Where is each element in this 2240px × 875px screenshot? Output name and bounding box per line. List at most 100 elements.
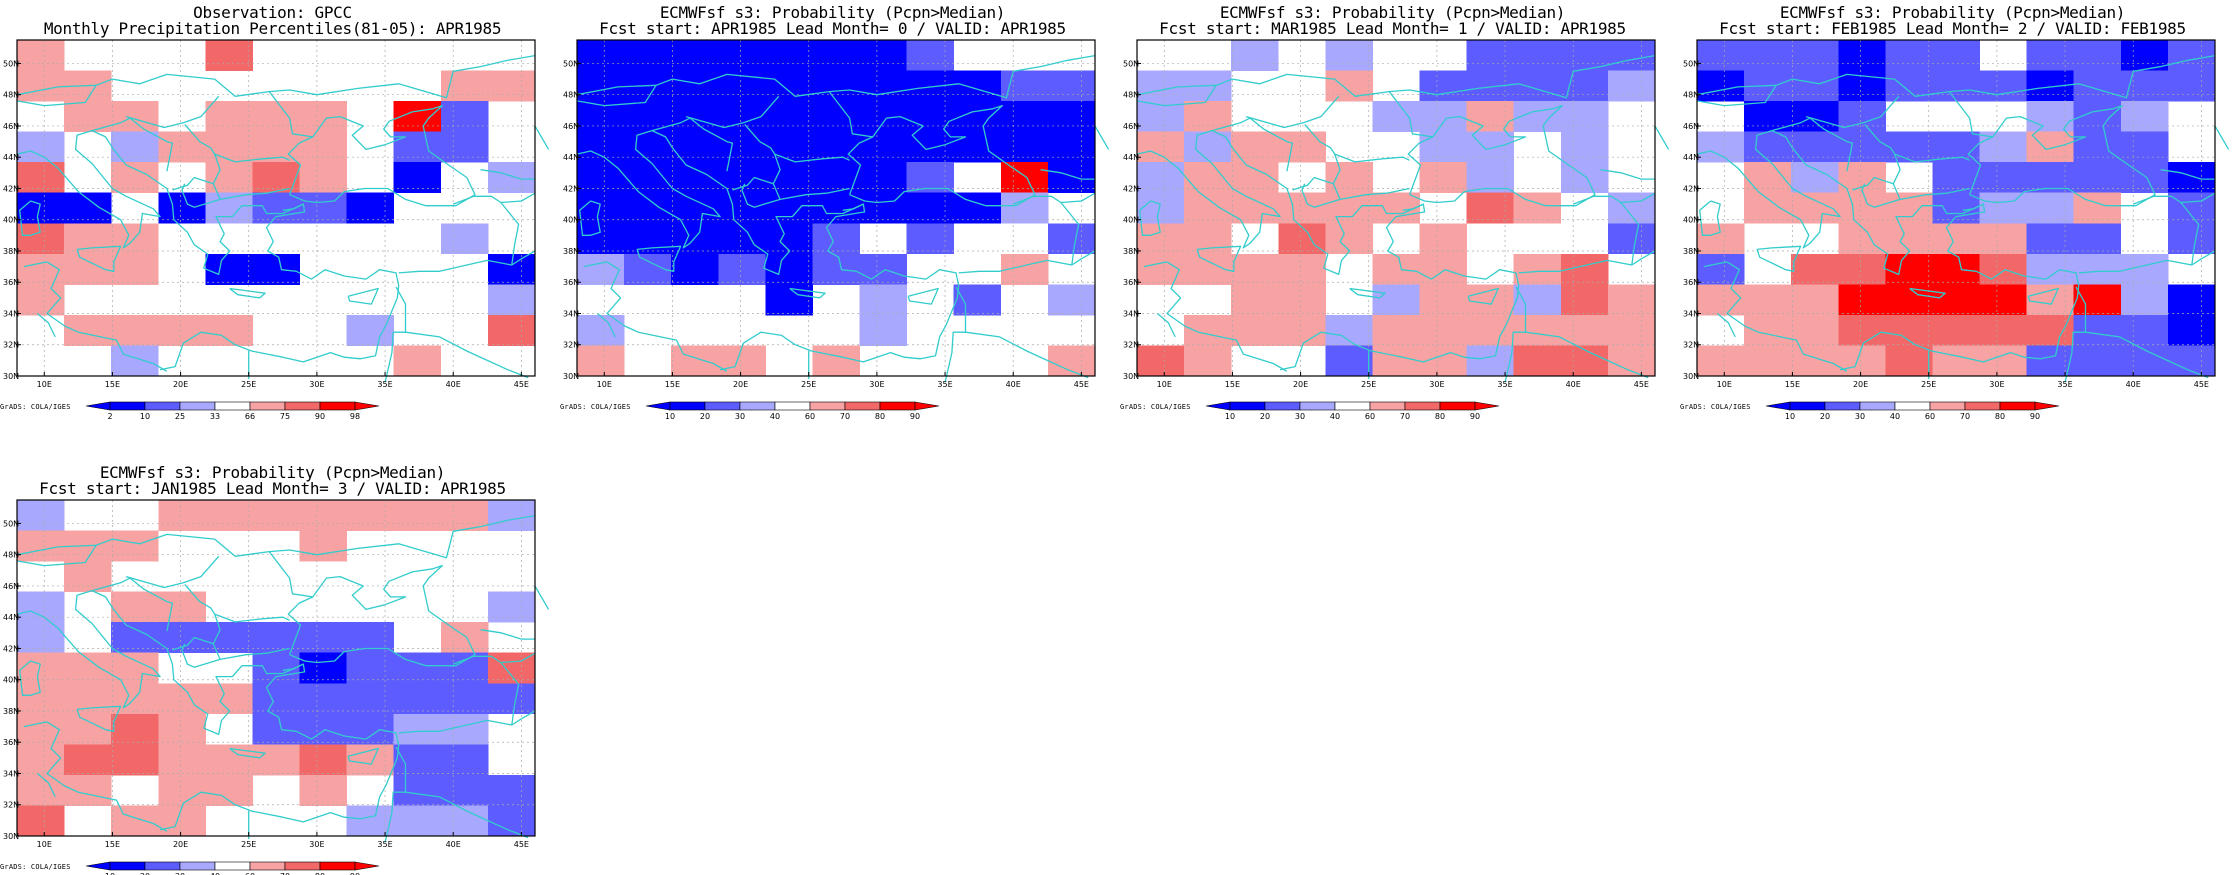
grid-cell <box>205 683 253 715</box>
colorbar-label: 90 <box>2030 412 2040 421</box>
grid-cell <box>1000 70 1049 102</box>
grid-cell <box>1932 314 1980 346</box>
lat-tick-label: 50N <box>3 59 19 68</box>
grid-cell <box>577 345 625 377</box>
colorbar-label: 80 <box>875 412 885 421</box>
grid-cell <box>1231 253 1279 285</box>
grid-cell <box>487 683 536 715</box>
lat-tick-label: 42N <box>1683 184 1699 193</box>
grid-cell <box>17 223 65 255</box>
grid-cell <box>1791 70 1839 102</box>
colorbar-label: 90 <box>1470 412 1480 421</box>
grid-cell <box>346 652 395 684</box>
grid-cell <box>577 253 625 285</box>
grid-cell <box>17 284 65 316</box>
grid-cell <box>393 805 442 837</box>
grid-cell <box>299 622 348 654</box>
panel-subtitle: Fcst start: JAN1985 Lead Month= 3 / VALI… <box>39 479 506 498</box>
colorbar-swatch <box>144 401 181 411</box>
colorbar: 2 10 25 33 66 75 90 98 <box>85 401 380 421</box>
grid-cell <box>1607 70 1656 102</box>
grid-cell <box>2026 253 2075 285</box>
grid-cell <box>2120 131 2169 163</box>
grid-cell <box>1325 70 1373 102</box>
grid-cell <box>2167 162 2216 194</box>
grid-cell <box>1607 314 1656 346</box>
grid-cell <box>1697 284 1745 316</box>
colorbar-swatch <box>704 401 741 411</box>
lat-tick-label: 38N <box>3 247 19 256</box>
coastlines <box>1696 54 2230 383</box>
grid-cells <box>17 500 536 837</box>
grid-cell <box>1278 223 1326 255</box>
lon-tick-label: 20E <box>733 380 748 389</box>
colorbar-swatch <box>1299 401 1336 411</box>
lon-tick-label: 45E <box>1074 380 1089 389</box>
grid-cell <box>17 591 65 623</box>
grid-cell <box>1372 253 1420 285</box>
lat-tick-label: 36N <box>3 738 19 747</box>
grid-cell <box>1372 192 1420 224</box>
grid-cell <box>1697 131 1745 163</box>
grid-cell <box>1932 345 1980 377</box>
grid-cell <box>1979 70 2028 102</box>
grid-cell <box>1466 345 1515 377</box>
map-panel-m0: ECMWFsf s3: Probability (Pcpn>Median) Fcs… <box>560 0 1110 421</box>
lat-tick-label: 50N <box>3 519 19 528</box>
grads-credit: GrADS: COLA/IGES <box>560 403 631 411</box>
grid-cell <box>1513 284 1562 316</box>
lon-tick-label: 25E <box>241 380 256 389</box>
grid-cell <box>346 805 395 837</box>
map-frame <box>1136 39 1656 377</box>
grid-cell <box>2167 284 2216 316</box>
grid-cell <box>487 314 536 346</box>
grid-cell <box>440 500 489 531</box>
lat-tick-label: 32N <box>3 341 19 350</box>
grid-cell <box>2026 223 2075 255</box>
grid-cell <box>1560 70 1609 102</box>
grid-cell <box>1560 40 1609 71</box>
grid-cell <box>577 101 625 133</box>
colorbar-label: 40 <box>1890 412 1900 421</box>
lon-tick-label: 30E <box>309 380 324 389</box>
grid-cell <box>111 345 159 377</box>
probability-map: 10E 15E 20E 25E 30E 35E 40E 45E 30N 32N 34N 36N 38N 4… <box>563 39 1110 421</box>
grid-cell <box>718 192 766 224</box>
grid-cell <box>487 284 536 316</box>
grid-cell <box>1979 192 2028 224</box>
grid-cell <box>158 500 206 531</box>
grid-cell <box>1419 162 1468 194</box>
lat-tick-label: 38N <box>3 707 19 716</box>
grid-cell <box>1184 345 1232 377</box>
grid-cell <box>440 70 489 102</box>
colorbar-swatch <box>214 401 251 411</box>
grid-cell <box>2120 162 2169 194</box>
grid-cell <box>252 192 300 224</box>
colorbar-swatch <box>1859 401 1896 411</box>
grid-cell <box>577 40 625 71</box>
grid-cell <box>487 591 536 623</box>
grid-cell <box>2120 284 2169 316</box>
grid-cell <box>205 622 253 654</box>
lat-tick-label: 30N <box>1683 372 1699 381</box>
colorbar-swatch <box>774 401 811 411</box>
lon-tick-label: 30E <box>1989 380 2004 389</box>
grid-cell <box>1231 314 1279 346</box>
lat-tick-label: 32N <box>563 341 579 350</box>
grid-cell <box>1047 131 1096 163</box>
colorbar-swatch <box>249 861 286 871</box>
grid-cell <box>718 345 766 377</box>
grid-cell <box>440 101 489 133</box>
grid-cell <box>299 192 348 224</box>
grid-cell <box>1932 253 1980 285</box>
grid-cell <box>1932 192 1980 224</box>
grid-cell <box>1325 40 1373 71</box>
grid-cell <box>393 744 442 776</box>
grid-cell <box>1697 253 1745 285</box>
grid-cell <box>2120 314 2169 346</box>
lat-tick-label: 32N <box>1683 341 1699 350</box>
grid-cell <box>1697 223 1745 255</box>
colorbar-label: 10 <box>1785 412 1795 421</box>
grid-cell <box>1325 162 1373 194</box>
